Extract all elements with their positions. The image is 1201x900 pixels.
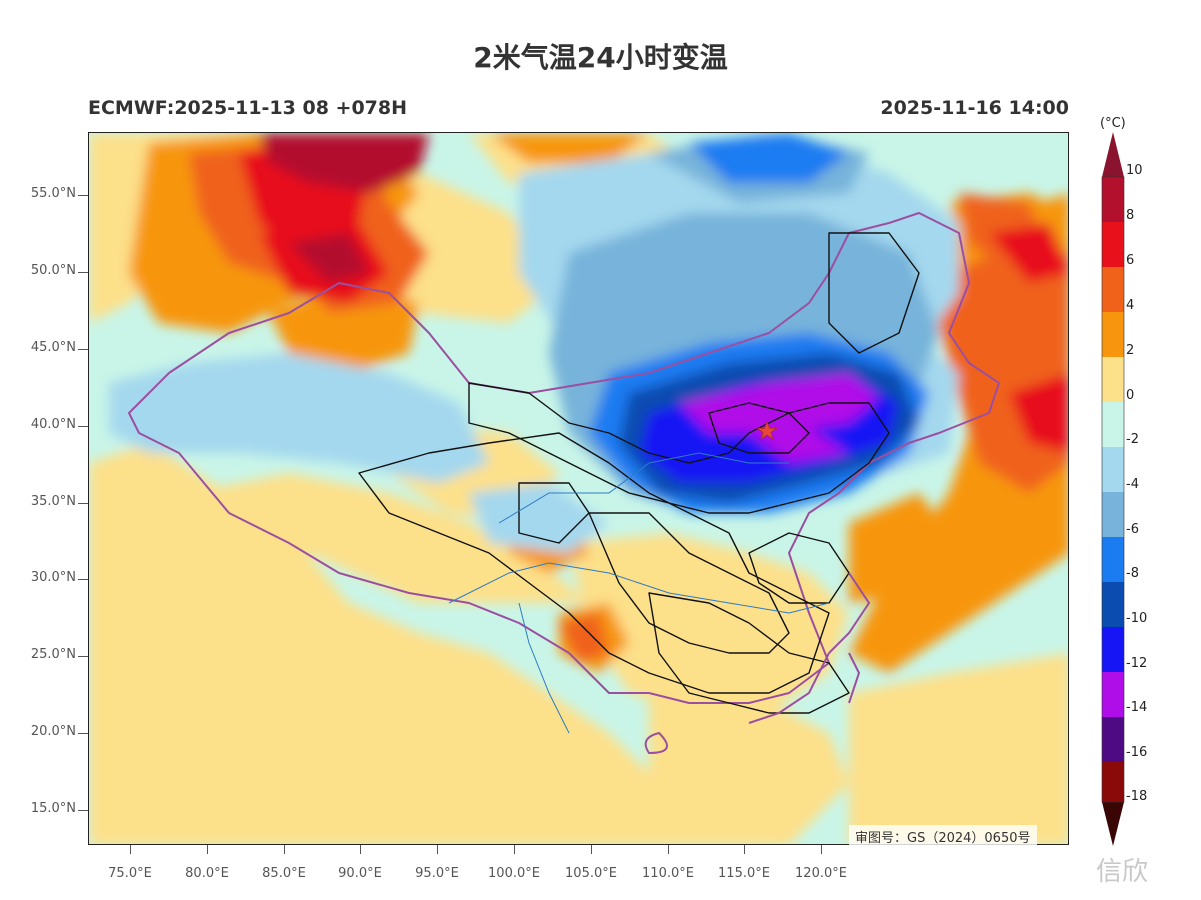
colorbar-unit: (°C)	[1100, 116, 1126, 131]
colorbar	[1101, 132, 1125, 846]
lon-label-75: 75.0°E	[108, 866, 152, 881]
lon-tick	[130, 845, 131, 854]
colorbar-label: -10	[1126, 611, 1148, 626]
colorbar-bin	[1102, 492, 1124, 537]
colorbar-bin	[1102, 402, 1124, 447]
colorbar-bin	[1102, 627, 1124, 672]
colorbar-label: -6	[1126, 522, 1139, 537]
temperature-field	[89, 133, 1068, 844]
temperature-change-map	[89, 133, 1068, 844]
colorbar-bottom-arrow	[1102, 802, 1124, 846]
colorbar-bin	[1102, 447, 1124, 492]
lon-label-115: 115.0°E	[718, 866, 770, 881]
colorbar-label: -18	[1126, 789, 1148, 804]
lon-tick	[821, 845, 822, 854]
lon-label-100: 100.0°E	[488, 866, 540, 881]
colorbar-bin	[1102, 222, 1124, 267]
coastlines	[644, 572, 871, 755]
province-borders	[358, 232, 920, 714]
valid-time: 2025-11-16 14:00	[880, 97, 1069, 119]
lat-tick	[78, 349, 88, 350]
lon-tick	[591, 845, 592, 854]
colorbar-bin	[1102, 672, 1124, 717]
star-icon	[756, 420, 778, 440]
lat-label-50: 50.0°N	[30, 263, 76, 278]
colorbar-label: -4	[1126, 477, 1139, 492]
lon-tick	[514, 845, 515, 854]
lat-tick	[78, 272, 88, 273]
model-info: ECMWF:2025-11-13 08 +078H	[88, 97, 408, 119]
map-area	[88, 132, 1069, 845]
lon-tick	[668, 845, 669, 854]
lat-tick	[78, 503, 88, 504]
colorbar-label: -14	[1126, 700, 1148, 715]
lon-label-90: 90.0°E	[338, 866, 382, 881]
colorbar-bin	[1102, 582, 1124, 627]
lon-tick	[360, 845, 361, 854]
lon-label-95: 95.0°E	[415, 866, 459, 881]
colorbar-bin	[1102, 717, 1124, 762]
colorbar-bin	[1102, 762, 1124, 802]
lat-label-55: 55.0°N	[30, 186, 76, 201]
lat-tick	[78, 810, 88, 811]
lat-tick	[78, 579, 88, 580]
colorbar-label: 8	[1126, 208, 1135, 223]
chart-title: 2米气温24小时变温	[473, 41, 728, 74]
colorbar-label: -2	[1126, 432, 1139, 447]
lon-tick	[437, 845, 438, 854]
watermark: 信欣	[1096, 857, 1149, 887]
colorbar-label: -8	[1126, 566, 1139, 581]
colorbar-label: 0	[1126, 388, 1135, 403]
lon-tick	[207, 845, 208, 854]
lat-tick	[78, 733, 88, 734]
rivers	[448, 452, 830, 734]
lon-label-80: 80.0°E	[185, 866, 229, 881]
lon-label-105: 105.0°E	[565, 866, 617, 881]
colorbar-label: -12	[1126, 656, 1148, 671]
lon-label-120: 120.0°E	[795, 866, 847, 881]
lat-label-35: 35.0°N	[30, 494, 76, 509]
colorbar-label: 2	[1126, 343, 1135, 358]
lat-label-40: 40.0°N	[30, 417, 76, 432]
colorbar-label: 6	[1126, 253, 1135, 268]
lat-tick	[78, 195, 88, 196]
map-approval-number: 审图号：GS（2024）0650号	[849, 825, 1037, 848]
colorbar-label: 10	[1126, 163, 1143, 178]
colorbar-bin	[1102, 267, 1124, 312]
colorbar-label: 4	[1126, 298, 1135, 313]
colorbar-top-arrow	[1102, 132, 1124, 177]
lat-label-15: 15.0°N	[30, 801, 76, 816]
lat-tick	[78, 656, 88, 657]
lon-label-85: 85.0°E	[262, 866, 306, 881]
lat-label-20: 20.0°N	[30, 724, 76, 739]
lat-label-30: 30.0°N	[30, 570, 76, 585]
lon-tick	[744, 845, 745, 854]
colorbar-bin	[1102, 357, 1124, 402]
colorbar-bin	[1102, 537, 1124, 582]
lon-tick	[284, 845, 285, 854]
colorbar-bin	[1102, 312, 1124, 357]
colorbar-bin	[1102, 177, 1124, 222]
lat-label-45: 45.0°N	[30, 340, 76, 355]
lon-label-110: 110.0°E	[642, 866, 694, 881]
lat-label-25: 25.0°N	[30, 647, 76, 662]
lat-tick	[78, 426, 88, 427]
colorbar-label: -16	[1126, 745, 1148, 760]
